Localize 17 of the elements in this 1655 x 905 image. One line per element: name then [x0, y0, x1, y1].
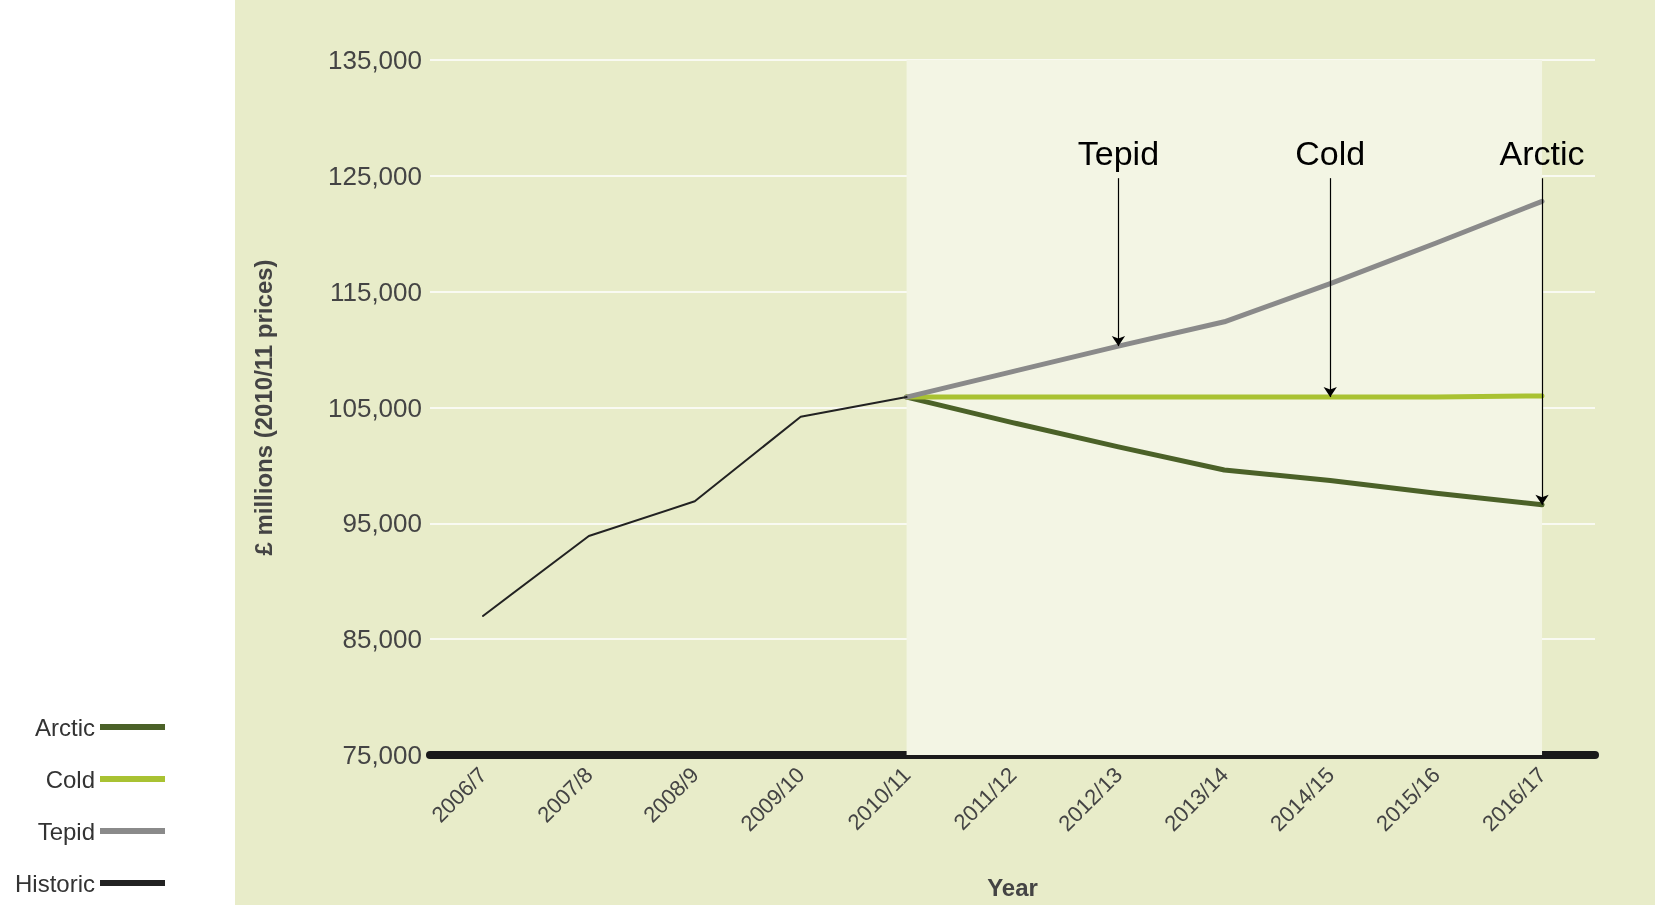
annotation: Tepid	[1077, 134, 1160, 173]
y-tick-label: 75,000	[342, 740, 422, 770]
y-tick-label: 85,000	[342, 624, 422, 655]
y-axis-title: £ millions (2010/11 prices)	[249, 259, 277, 556]
line-series	[481, 396, 908, 617]
annotation: Arctic	[1499, 134, 1585, 173]
legend-label: Historic	[14, 869, 95, 897]
y-tick-label: 95,000	[342, 508, 422, 539]
y-tick-label: 115,000	[329, 276, 422, 307]
legend-label: Arctic	[35, 713, 95, 741]
y-tick-label: 125,000	[328, 160, 422, 191]
x-axis-title: Year	[987, 873, 1038, 901]
legend-label: Tepid	[37, 817, 95, 845]
y-tick-label: 135,000	[328, 45, 422, 75]
y-tick-label: 105,000	[328, 392, 422, 423]
annotation: Cold	[1295, 134, 1366, 173]
legend-label: Cold	[45, 765, 95, 793]
